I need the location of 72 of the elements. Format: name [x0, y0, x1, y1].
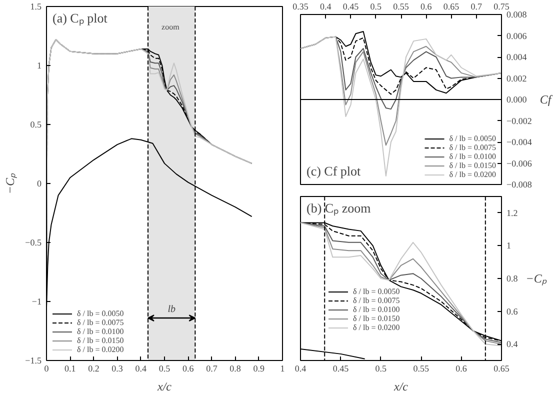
x-tick-label: 0.7	[206, 364, 218, 374]
y2-tick-label: 1.2	[506, 208, 518, 218]
y-axis-title: −Cₚ	[3, 172, 18, 194]
y-tick-label: −0.5	[25, 238, 42, 248]
x-tick-label: 0.6	[182, 364, 194, 374]
x-tick-label: 0.8	[230, 364, 242, 374]
y2-axis-title: Cf	[540, 92, 553, 106]
x-tick-label: 0.45	[342, 2, 360, 12]
legend-label: δ / lb = 0.0100	[353, 305, 400, 314]
y2-tick-label: 0.002	[506, 73, 527, 84]
legend-label: δ / lb = 0.0200	[77, 345, 124, 354]
x-tick-label: 0.65	[443, 2, 460, 12]
y2-tick-label: 0.008	[506, 10, 528, 20]
legend-label: δ / lb = 0.0075	[449, 143, 496, 152]
legend-label: δ / lb = 0.0075	[353, 296, 400, 305]
y-tick-label: −1.5	[25, 356, 42, 366]
x-tick-label: 0.4	[135, 364, 148, 374]
y2-tick-label: 0.6	[506, 306, 518, 316]
legend-label: δ / lb = 0.0100	[77, 327, 124, 336]
x-axis-title: x/c	[156, 380, 172, 394]
chart-title: (b) Cₚ zoom	[306, 200, 371, 216]
y2-tick-label: 0.8	[506, 274, 518, 284]
y2-tick-label: 0.006	[506, 30, 528, 41]
x-tick-label: 0.3	[112, 364, 124, 374]
band-label: lb	[168, 304, 176, 316]
x-tick-label: 0.45	[332, 364, 350, 374]
x-tick-label: 0.9	[253, 364, 266, 374]
x-tick-label: 0.5	[370, 2, 382, 12]
y2-axis-title: −Cₚ	[526, 272, 547, 286]
legend-label: δ / lb = 0.0150	[449, 161, 496, 170]
y-tick-label: 0.5	[30, 120, 42, 130]
x-tick-label: 0.35	[292, 2, 309, 12]
x-tick-label: 0.65	[494, 364, 510, 374]
x-tick-label: 0	[44, 364, 50, 374]
legend-label: δ / lb = 0.0075	[77, 318, 124, 327]
y2-tick-label: 0.4	[506, 339, 518, 350]
x-tick-label: 0.75	[494, 2, 510, 12]
legend-label: δ / lb = 0.0150	[353, 314, 400, 323]
x-tick-label: 1	[280, 364, 285, 374]
y2-tick-label: 0.004	[506, 52, 528, 62]
chart-title: (a) Cₚ plot	[52, 10, 108, 26]
legend-label: δ / lb = 0.0200	[353, 323, 400, 332]
x-tick-label: 0.55	[413, 364, 430, 374]
x-tick-label: 0.4	[294, 364, 307, 374]
legend-label: δ / lb = 0.0050	[353, 287, 400, 296]
y2-tick-label: −0.002	[506, 116, 532, 126]
legend-label: δ / lb = 0.0050	[449, 134, 496, 143]
x-tick-label: 0.7	[470, 2, 482, 12]
y2-tick-label: 0.000	[506, 94, 528, 104]
legend-label: δ / lb = 0.0050	[77, 309, 124, 318]
y2-tick-label: −0.006	[506, 158, 532, 168]
legend-label: δ / lb = 0.0200	[449, 170, 496, 179]
y-tick-label: 1.5	[30, 2, 42, 12]
y-tick-label: 0	[37, 178, 42, 188]
y2-tick-label: −0.004	[506, 137, 532, 147]
x-tick-label: 0.55	[393, 2, 410, 12]
legend-label: δ / lb = 0.0100	[449, 152, 496, 161]
y-tick-label: 1	[37, 60, 42, 70]
x-axis-title: x/c	[393, 380, 409, 394]
y-tick-label: −1	[32, 296, 42, 306]
x-tick-label: 0.4	[320, 2, 332, 12]
x-tick-label: 0.6	[456, 364, 468, 374]
text: (c) Cf plot	[306, 164, 362, 178]
x-tick-label: 0.1	[64, 364, 76, 374]
x-tick-label: 0.6	[420, 2, 432, 12]
legend-label: δ / lb = 0.0150	[77, 336, 124, 345]
x-tick-label: 0.2	[88, 364, 100, 374]
x-tick-label: 0.5	[375, 364, 388, 374]
y2-tick-label: 1	[506, 240, 511, 251]
x-tick-label: 0.5	[158, 364, 171, 374]
annotation: zoom	[162, 22, 180, 32]
y2-tick-label: −0.008	[506, 180, 532, 190]
